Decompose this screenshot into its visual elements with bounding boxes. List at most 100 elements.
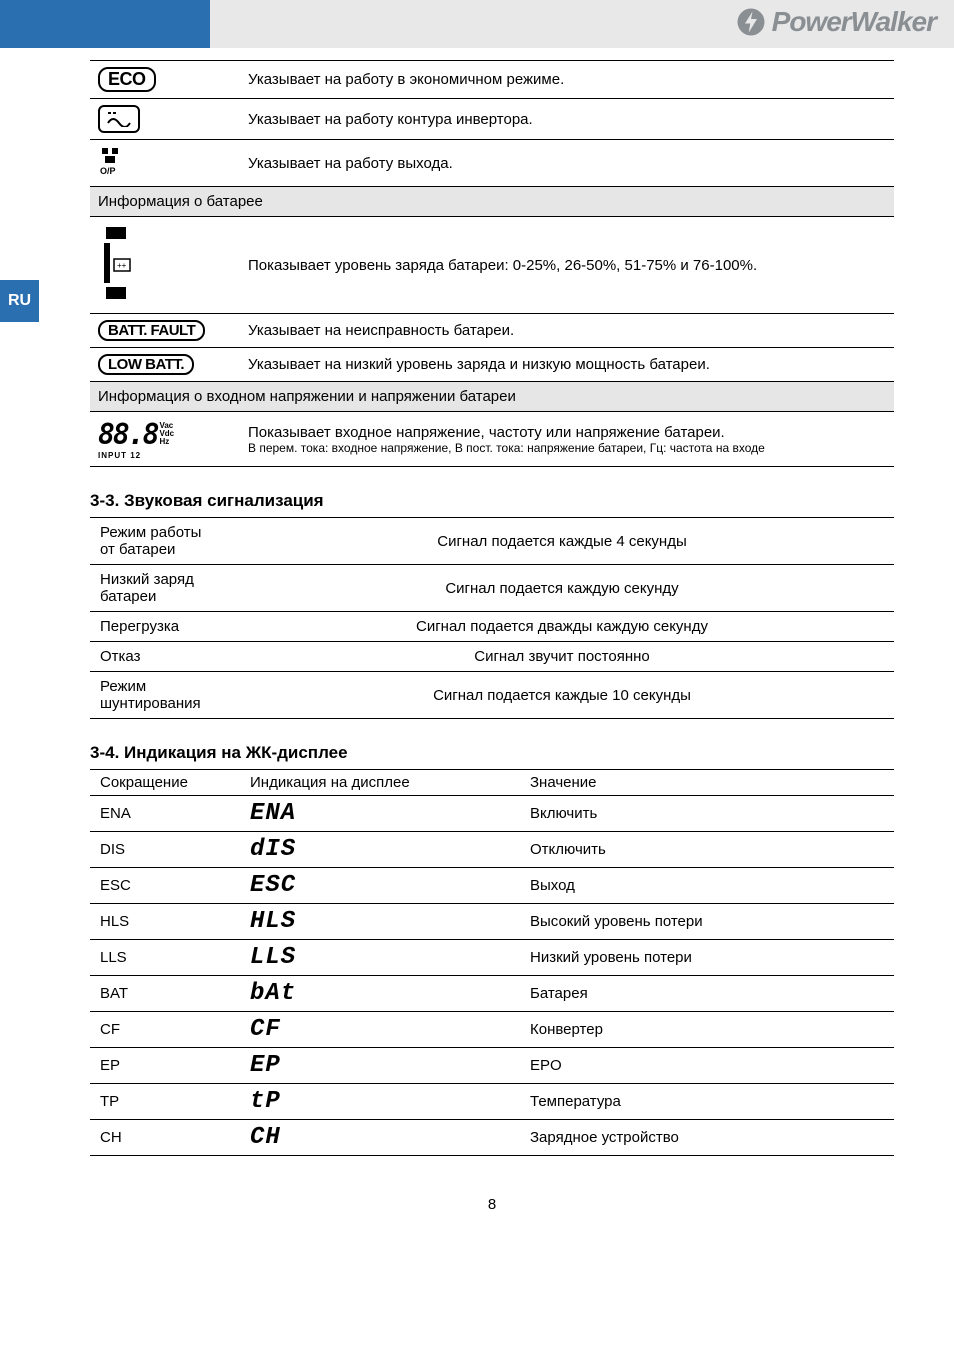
battery-level-icon-cell: ++ <box>90 217 240 314</box>
eco-desc: Указывает на работу в экономичном режиме… <box>240 61 894 99</box>
battery-section-title: Информация о батарее <box>90 187 894 217</box>
signal-value: Сигнал звучит постоянно <box>230 642 894 672</box>
meaning-cell: Конвертер <box>520 1012 894 1048</box>
header-meaning: Значение <box>520 770 894 796</box>
voltage-desc-cell: Показывает входное напряжение, частоту и… <box>240 412 894 467</box>
table-row: Перегрузка Сигнал подается дважды каждую… <box>90 612 894 642</box>
output-icon: O/P <box>98 146 128 178</box>
disp-cell: ESC <box>250 872 296 899</box>
abbr-cell: ENA <box>90 796 240 832</box>
signal-value: Сигнал подается каждые 4 секунды <box>230 518 894 565</box>
brand-logo: PowerWalker <box>736 6 936 38</box>
header-abbr: Сокращение <box>90 770 240 796</box>
battery-low-icon: LOW BATT. <box>98 354 194 375</box>
disp-cell: CF <box>250 1016 281 1043</box>
disp-cell: dIS <box>250 836 296 863</box>
table-row: DIS dIS Отключить <box>90 832 894 868</box>
signal-label: Перегрузка <box>90 612 230 642</box>
disp-cell: ENA <box>250 800 296 827</box>
table-row: LLS LLS Низкий уровень потери <box>90 940 894 976</box>
sound-signal-table: Режим работы от батареи Сигнал подается … <box>90 517 894 719</box>
disp-cell: HLS <box>250 908 296 935</box>
output-desc: Указывает на работу выхода. <box>240 140 894 187</box>
input-label: INPUT 12 <box>98 451 232 460</box>
meaning-cell: EPO <box>520 1048 894 1084</box>
battery-level-icon: ++ <box>98 223 134 303</box>
power-icon <box>736 7 766 37</box>
output-row: O/P Указывает на работу выхода. <box>90 140 894 187</box>
meaning-cell: Температура <box>520 1084 894 1120</box>
section-33-title: 3-3. Звуковая сигнализация <box>90 491 894 511</box>
table-row: Отказ Сигнал звучит постоянно <box>90 642 894 672</box>
inverter-icon-cell <box>90 99 240 140</box>
eco-icon: ECO <box>98 67 156 92</box>
voltage-desc-main: Показывает входное напряжение, частоту и… <box>248 424 886 441</box>
battery-low-icon-cell: LOW BATT. <box>90 348 240 382</box>
abbr-cell: TP <box>90 1084 240 1120</box>
battery-level-desc: Показывает уровень заряда батареи: 0-25%… <box>240 217 894 314</box>
disp-cell: CH <box>250 1124 281 1151</box>
output-icon-cell: O/P <box>90 140 240 187</box>
signal-label: Режим шунтирования <box>90 672 230 719</box>
disp-cell: tP <box>250 1088 281 1115</box>
battery-fault-icon: BATT. FAULT <box>98 320 205 341</box>
meaning-cell: Включить <box>520 796 894 832</box>
signal-value: Сигнал подается дважды каждую секунду <box>230 612 894 642</box>
table-header-row: Сокращение Индикация на дисплее Значение <box>90 770 894 796</box>
inverter-row: Указывает на работу контура инвертора. <box>90 99 894 140</box>
signal-value: Сигнал подается каждые 10 секунды <box>230 672 894 719</box>
battery-low-row: LOW BATT. Указывает на низкий уровень за… <box>90 348 894 382</box>
page-content: ECO Указывает на работу в экономичном ре… <box>0 48 954 1243</box>
table-row: ENA ENA Включить <box>90 796 894 832</box>
section-34-title: 3-4. Индикация на ЖК-дисплее <box>90 743 894 763</box>
meaning-cell: Высокий уровень потери <box>520 904 894 940</box>
battery-fault-desc: Указывает на неисправность батареи. <box>240 314 894 348</box>
voltage-section-header: Информация о входном напряжении и напряж… <box>90 382 894 412</box>
table-row: BAT bAt Батарея <box>90 976 894 1012</box>
battery-fault-row: BATT. FAULT Указывает на неисправность б… <box>90 314 894 348</box>
meaning-cell: Выход <box>520 868 894 904</box>
table-row: CF CF Конвертер <box>90 1012 894 1048</box>
disp-cell: EP <box>250 1052 281 1079</box>
abbr-cell: LLS <box>90 940 240 976</box>
meaning-cell: Батарея <box>520 976 894 1012</box>
table-row: CH CH Зарядное устройство <box>90 1120 894 1156</box>
abbr-cell: BAT <box>90 976 240 1012</box>
voltage-display: 88.8 Vac Vdc Hz <box>98 418 232 451</box>
signal-value: Сигнал подается каждую секунду <box>230 565 894 612</box>
abbr-cell: ESC <box>90 868 240 904</box>
table-row: HLS HLS Высокий уровень потери <box>90 904 894 940</box>
disp-cell: bAt <box>250 980 296 1007</box>
battery-fault-icon-cell: BATT. FAULT <box>90 314 240 348</box>
meaning-cell: Зарядное устройство <box>520 1120 894 1156</box>
table-row: Режим работы от батареи Сигнал подается … <box>90 518 894 565</box>
meaning-cell: Низкий уровень потери <box>520 940 894 976</box>
top-banner: PowerWalker <box>0 0 954 48</box>
eco-icon-cell: ECO <box>90 61 240 99</box>
table-row: TP tP Температура <box>90 1084 894 1120</box>
voltage-icon-cell: 88.8 Vac Vdc Hz INPUT 12 <box>90 412 240 467</box>
svg-text:++: ++ <box>117 261 127 270</box>
inverter-icon <box>98 105 140 133</box>
signal-label: Отказ <box>90 642 230 672</box>
voltage-desc-sub: В перем. тока: входное напряжение, В пос… <box>248 441 886 455</box>
voltage-digits: 88.8 <box>98 418 157 451</box>
eco-row: ECO Указывает на работу в экономичном ре… <box>90 61 894 99</box>
abbr-cell: CH <box>90 1120 240 1156</box>
abbr-cell: EP <box>90 1048 240 1084</box>
table-row: Режим шунтирования Сигнал подается кажды… <box>90 672 894 719</box>
language-tab: RU <box>0 280 39 322</box>
header-disp: Индикация на дисплее <box>240 770 520 796</box>
voltage-row: 88.8 Vac Vdc Hz INPUT 12 Показывает вход… <box>90 412 894 467</box>
table-row: EP EP EPO <box>90 1048 894 1084</box>
lcd-indication-table: Сокращение Индикация на дисплее Значение… <box>90 769 894 1156</box>
battery-level-row: ++ Показывает уровень заряда батареи: 0-… <box>90 217 894 314</box>
unit-hz: Hz <box>159 438 174 446</box>
battery-low-desc: Указывает на низкий уровень заряда и низ… <box>240 348 894 382</box>
abbr-cell: DIS <box>90 832 240 868</box>
abbr-cell: HLS <box>90 904 240 940</box>
voltage-section-title: Информация о входном напряжении и напряж… <box>90 382 894 412</box>
signal-label: Режим работы от батареи <box>90 518 230 565</box>
abbr-cell: CF <box>90 1012 240 1048</box>
table-row: ESC ESC Выход <box>90 868 894 904</box>
